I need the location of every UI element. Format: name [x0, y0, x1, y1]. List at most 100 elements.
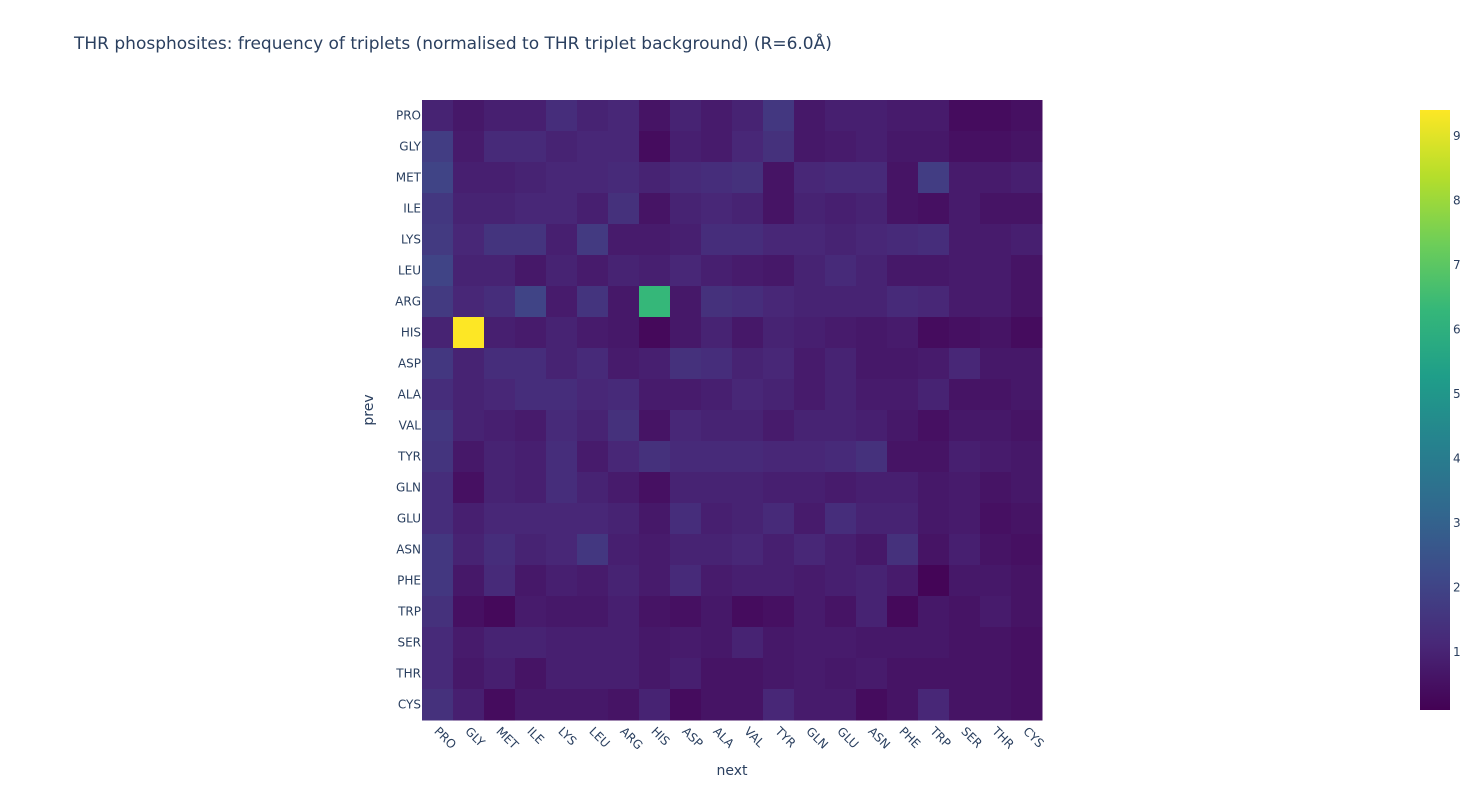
heatmap-cell [608, 162, 640, 194]
heatmap-cells [422, 100, 1043, 721]
heatmap-cell [825, 658, 857, 690]
chart-title: THR phosphosites: frequency of triplets … [73, 32, 832, 54]
y-tick-label: TRP [397, 605, 421, 619]
heatmap-cell [484, 410, 516, 442]
heatmap-cell [825, 162, 857, 194]
heatmap-cell [949, 565, 981, 597]
heatmap-cell [453, 627, 485, 659]
x-tick-label: ASP [679, 724, 705, 750]
heatmap-cell [608, 410, 640, 442]
heatmap-cell [484, 534, 516, 566]
heatmap-cell [794, 162, 826, 194]
heatmap-cell [639, 565, 671, 597]
heatmap-cell [763, 410, 795, 442]
x-tick-label: GLN [803, 724, 831, 752]
heatmap-cell [577, 410, 609, 442]
heatmap-cell [1011, 224, 1043, 256]
heatmap-cell [701, 441, 733, 473]
x-tick-label: CYS [1020, 724, 1046, 750]
heatmap-cell [422, 317, 454, 349]
heatmap-cell [546, 348, 578, 380]
heatmap-cell [422, 441, 454, 473]
heatmap-cell [453, 410, 485, 442]
heatmap-cell [980, 472, 1012, 504]
heatmap-cell [918, 410, 950, 442]
x-tick-label: SER [958, 724, 985, 751]
heatmap-cell [453, 193, 485, 225]
heatmap-cell [887, 441, 919, 473]
heatmap-cell [794, 534, 826, 566]
y-tick-label: LEU [398, 264, 421, 278]
heatmap-cell [763, 286, 795, 318]
colorbar-tick-label: 7 [1453, 258, 1461, 272]
heatmap-cell [546, 565, 578, 597]
heatmap-cell [980, 286, 1012, 318]
heatmap-cell [608, 627, 640, 659]
heatmap-cell [825, 534, 857, 566]
heatmap-cell [763, 317, 795, 349]
x-axis-label: next [716, 763, 748, 779]
heatmap-cell [484, 317, 516, 349]
heatmap-cell [701, 162, 733, 194]
heatmap-cell [577, 441, 609, 473]
heatmap-cell [980, 131, 1012, 163]
heatmap-cell [546, 596, 578, 628]
heatmap-cell [701, 503, 733, 535]
heatmap-cell [701, 348, 733, 380]
heatmap-cell [639, 224, 671, 256]
heatmap-cell [918, 503, 950, 535]
heatmap-cell [515, 503, 547, 535]
heatmap-cell [484, 441, 516, 473]
heatmap-cell [453, 472, 485, 504]
heatmap-cell [422, 627, 454, 659]
colorbar-tick-label: 3 [1453, 516, 1461, 530]
heatmap-cell [546, 503, 578, 535]
heatmap-cell [1011, 627, 1043, 659]
heatmap-cell [453, 348, 485, 380]
heatmap-cell [949, 100, 981, 132]
colorbar-tick-label: 2 [1453, 580, 1461, 594]
x-tick-label: ALA [710, 724, 737, 751]
heatmap-cell [949, 441, 981, 473]
heatmap-cell [701, 596, 733, 628]
heatmap-cell [949, 348, 981, 380]
heatmap-cell [484, 627, 516, 659]
heatmap-cell [887, 689, 919, 721]
heatmap-cell [763, 224, 795, 256]
heatmap-cell [794, 627, 826, 659]
heatmap-cell [422, 162, 454, 194]
heatmap-cell [763, 472, 795, 504]
heatmap-cell [422, 596, 454, 628]
heatmap-cell [515, 348, 547, 380]
heatmap-cell [856, 441, 888, 473]
heatmap-cell [515, 224, 547, 256]
heatmap-cell [546, 224, 578, 256]
heatmap-cell [732, 286, 764, 318]
heatmap-cell [453, 162, 485, 194]
heatmap-cell [732, 627, 764, 659]
y-tick-label: LYS [401, 233, 421, 247]
heatmap-cell [794, 348, 826, 380]
heatmap-cell [918, 441, 950, 473]
heatmap-cell [980, 596, 1012, 628]
heatmap-cell [794, 379, 826, 411]
heatmap-cell [887, 565, 919, 597]
heatmap-cell [980, 441, 1012, 473]
heatmap-cell [422, 565, 454, 597]
heatmap-cell [670, 441, 702, 473]
heatmap-cell [484, 503, 516, 535]
heatmap-cell [701, 472, 733, 504]
heatmap-cell [980, 503, 1012, 535]
heatmap-cell [980, 348, 1012, 380]
heatmap-cell [639, 348, 671, 380]
heatmap-cell [794, 565, 826, 597]
heatmap-cell [639, 503, 671, 535]
heatmap-cell [515, 317, 547, 349]
heatmap-cell [825, 627, 857, 659]
heatmap-cell [484, 255, 516, 287]
x-axis-ticks: PRO GLY MET ILE LYS LEU ARG HIS ASP ALA VAL TYR GLN G… [431, 724, 1046, 753]
y-tick-label: CYS [398, 698, 421, 712]
heatmap-cell [422, 379, 454, 411]
heatmap-cell [422, 131, 454, 163]
